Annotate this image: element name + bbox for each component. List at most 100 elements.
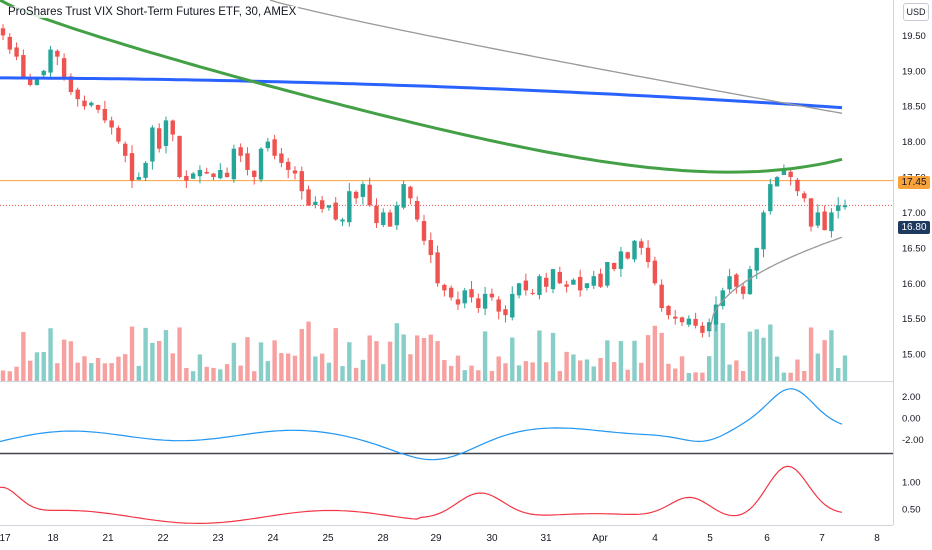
volume-bar <box>170 353 175 381</box>
currency-selector[interactable]: USD <box>903 3 929 21</box>
volume-bar <box>265 361 271 381</box>
volume-bar <box>577 360 583 381</box>
level-price-tag: 17.45 <box>898 176 930 189</box>
candle-body <box>0 28 6 36</box>
candle-body <box>197 169 203 177</box>
candle-body <box>815 212 821 226</box>
candle-body <box>360 184 366 197</box>
volume-bar <box>537 330 542 381</box>
candle-body <box>319 200 325 209</box>
time-tick-label: 24 <box>267 533 279 544</box>
candle-body <box>639 241 644 248</box>
candle-body <box>652 260 658 284</box>
candle-body <box>713 304 719 325</box>
time-tick-label: 17 <box>0 533 11 544</box>
volume-bar <box>829 330 834 381</box>
candle-body <box>333 202 338 220</box>
candle-body <box>754 247 759 271</box>
volume-bar <box>482 331 488 381</box>
candle-body <box>14 47 19 57</box>
candle-body <box>802 193 807 199</box>
volume-bar <box>781 372 787 381</box>
volume-bar <box>21 332 26 381</box>
time-tick-label: 23 <box>212 533 224 544</box>
time-tick-label: 29 <box>430 533 442 544</box>
candle-body <box>353 191 359 199</box>
volume-bar <box>652 325 658 381</box>
volume-bar <box>313 356 318 381</box>
volume-bar <box>455 355 461 381</box>
candle-body <box>442 284 447 291</box>
time-tick-label: 4 <box>652 533 658 544</box>
volume-bar <box>544 362 549 381</box>
volume-bar <box>0 370 6 381</box>
candle-body <box>340 219 345 222</box>
volume-bar <box>822 340 827 381</box>
symbol-title[interactable]: ProShares Trust VIX Short-Term Futures E… <box>6 6 299 18</box>
volume-bar <box>258 342 264 381</box>
volume-bar <box>75 362 80 381</box>
volume-bar <box>673 368 678 381</box>
volume-bar <box>41 351 46 381</box>
candle-body <box>510 293 515 318</box>
volume-bar <box>211 367 216 381</box>
candle-body <box>374 205 379 224</box>
time-tick-label: 28 <box>377 533 389 544</box>
candle-body <box>666 305 671 316</box>
volume-bar <box>571 354 576 381</box>
volume-bar <box>754 329 759 381</box>
price-tick-label: 15.00 <box>902 350 926 361</box>
time-tick-label: 30 <box>486 533 498 544</box>
candle-body <box>842 205 848 208</box>
osc1-tick-label: 2.00 <box>902 392 921 403</box>
candle-body <box>428 240 433 255</box>
volume-bar <box>686 372 692 381</box>
volume-bar <box>768 324 773 381</box>
candle-body <box>537 276 542 295</box>
time-tick-label: Apr <box>592 533 608 544</box>
osc1-tick-label: -2.00 <box>902 435 924 446</box>
candle-body <box>238 147 243 156</box>
volume-bar <box>333 328 338 381</box>
volume-bar <box>489 371 495 381</box>
volume-bar <box>299 329 304 381</box>
volume-bar <box>442 360 447 381</box>
volume-bar <box>347 342 352 381</box>
volume-bar <box>360 359 366 381</box>
volume-bar <box>747 331 753 381</box>
volume-bar <box>523 361 529 381</box>
volume-bar <box>306 321 311 381</box>
candle-body <box>455 299 461 305</box>
volume-bar <box>774 356 780 381</box>
candle-body <box>89 102 94 106</box>
volume-bar <box>55 363 60 381</box>
volume-bar <box>204 366 209 381</box>
candle-body <box>550 269 556 290</box>
candle-body <box>564 284 569 287</box>
volume-bar <box>238 365 243 381</box>
time-tick-label: 21 <box>102 533 114 544</box>
envelope-upper <box>269 0 843 114</box>
candle-body <box>659 284 664 309</box>
candle-body <box>211 173 216 178</box>
volume-bar <box>727 364 732 381</box>
price-tick-label: 16.50 <box>902 243 926 254</box>
volume-bar <box>503 363 508 381</box>
volume-bar <box>68 341 74 381</box>
volume-bar <box>252 371 257 381</box>
volume-bar <box>34 352 40 381</box>
candle-body <box>598 273 603 287</box>
volume-bar <box>815 353 821 381</box>
volume-bar <box>618 341 624 381</box>
volume-bar <box>476 370 481 381</box>
candle-body <box>496 299 501 312</box>
time-tick-label: 7 <box>819 533 825 544</box>
oscillator-1-line <box>0 388 843 461</box>
candle-body <box>61 58 67 78</box>
candle-body <box>34 77 40 86</box>
candle-body <box>7 36 12 50</box>
volume-bar <box>48 328 53 381</box>
volume-bar <box>136 365 142 381</box>
